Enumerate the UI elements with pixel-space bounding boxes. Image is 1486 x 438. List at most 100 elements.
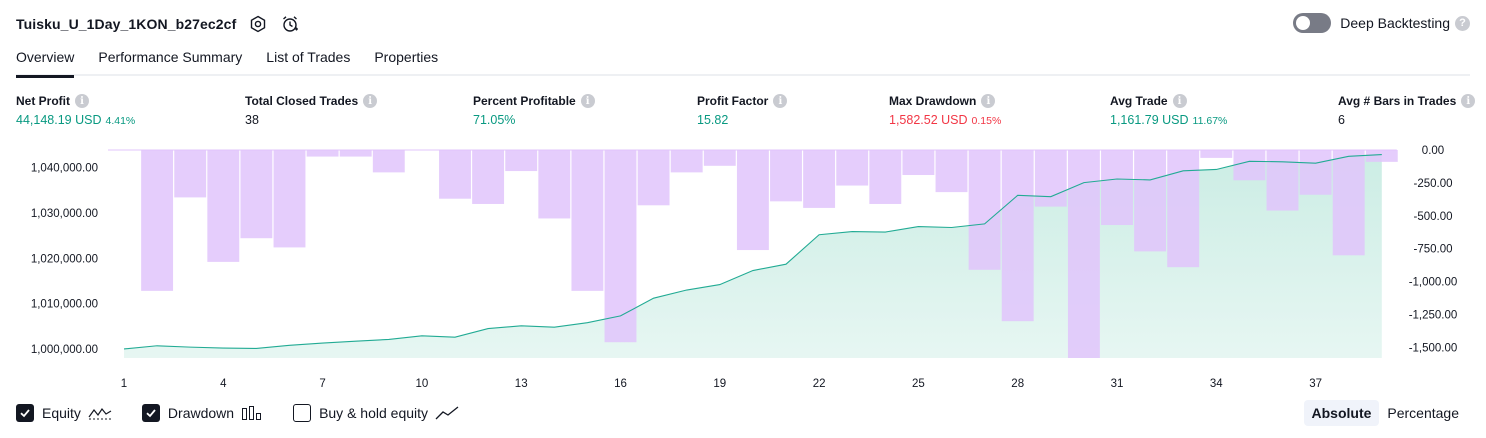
stat-label: Net Profit — [16, 94, 70, 108]
drawdown-bar — [571, 150, 604, 291]
legend-buy-hold-label: Buy & hold equity — [319, 405, 429, 421]
legend-drawdown-label: Drawdown — [167, 405, 235, 421]
drawdown-bar — [1365, 150, 1398, 162]
drawdown-bar — [472, 150, 505, 204]
chart-legend: Equity Drawdown Buy & hold equity — [16, 404, 489, 422]
drawdown-checkbox[interactable] — [141, 404, 160, 422]
stat-net-profit: Net Profit i 44,148.19 USD 4.41% — [16, 93, 135, 129]
drawdown-bar — [372, 150, 405, 173]
info-icon[interactable]: i — [1461, 94, 1476, 108]
equity-checkbox[interactable] — [16, 404, 34, 422]
drawdown-bar — [1067, 150, 1100, 358]
deep-backtesting-toggle[interactable] — [1293, 13, 1332, 33]
stat-percent: 4.41% — [105, 115, 136, 127]
stat-total-closed-trades: Total Closed Trades i 38 — [245, 93, 378, 129]
value-mode-switch: Absolute Percentage — [1303, 400, 1468, 426]
stat-label: Avg # Bars in Trades — [1338, 94, 1457, 108]
info-icon[interactable]: i — [1172, 94, 1187, 108]
stat-percent: 11.67% — [1192, 115, 1228, 127]
stat-value: 15.82 — [697, 113, 729, 127]
stat-percent-profitable: Percent Profitable i 71.05% — [473, 93, 595, 129]
drawdown-bar — [505, 150, 538, 172]
toggle-knob — [1296, 16, 1311, 30]
y-right-tick-label: -1,250.00 — [1409, 310, 1458, 322]
tab-performance-summary[interactable]: Performance Summary — [98, 49, 243, 65]
y-left-tick-label: 1,020,000.00 — [31, 253, 98, 265]
stats-row: Net Profit i 44,148.19 USD 4.41% Total Clo… — [0, 93, 1486, 133]
check-icon — [146, 409, 156, 418]
stat-label: Percent Profitable — [473, 94, 576, 108]
legend-drawdown[interactable]: Drawdown — [141, 404, 263, 422]
stat-label: Total Closed Trades — [245, 94, 359, 108]
stat-label: Max Drawdown — [889, 94, 977, 108]
equity-drawdown-chart[interactable]: 1,000,000.00 1,010,000.00 1,020,000.00 1,03… — [0, 140, 1486, 396]
x-tick-label: 28 — [1011, 378, 1024, 390]
percentage-button[interactable]: Percentage — [1387, 405, 1459, 421]
alert-clock-icon[interactable] — [280, 14, 300, 34]
drawdown-bar — [240, 150, 273, 239]
drawdown-bar — [1134, 150, 1167, 252]
drawdown-bar — [141, 150, 174, 291]
equity-line — [123, 153, 1382, 350]
x-tick-label: 4 — [220, 378, 227, 390]
report-tabs: Overview Performance Summary List of Tra… — [16, 46, 1470, 78]
info-icon[interactable]: i — [75, 94, 89, 108]
x-tick-label: 34 — [1210, 378, 1223, 390]
drawdown-bar — [770, 150, 802, 202]
info-icon[interactable]: i — [580, 94, 595, 108]
equity-line-icon — [88, 405, 112, 421]
settings-icon[interactable] — [248, 14, 268, 34]
absolute-button[interactable]: Absolute — [1303, 400, 1380, 426]
tab-overview[interactable]: Overview — [16, 46, 75, 78]
drawdown-bar — [670, 150, 703, 173]
stat-value: 44,148.19 USD — [16, 113, 102, 127]
legend-equity[interactable]: Equity — [16, 404, 112, 422]
stat-profit-factor: Profit Factor i 15.82 — [697, 93, 788, 129]
stat-value: 1,161.79 USD — [1110, 113, 1189, 127]
x-tick-label: 10 — [416, 378, 429, 390]
drawdown-bar — [1233, 150, 1266, 181]
x-tick-label: 37 — [1309, 378, 1322, 390]
drawdown-bar — [306, 150, 339, 157]
strategy-title: Tuisku_U_1Day_1KON_b27ec2cf — [16, 16, 237, 32]
drawdown-bar — [736, 150, 769, 251]
stat-value: 38 — [245, 113, 259, 127]
info-icon[interactable]: i — [773, 94, 788, 108]
legend-equity-label: Equity — [42, 405, 81, 421]
stat-label: Avg Trade — [1110, 94, 1168, 108]
y-right-tick-label: -1,500.00 — [1409, 342, 1458, 354]
y-left-tick-label: 1,040,000.00 — [31, 163, 98, 175]
drawdown-bar — [935, 150, 968, 193]
y-right-tick-label: -750.00 — [1413, 244, 1452, 256]
stat-label: Profit Factor — [697, 94, 769, 108]
info-icon[interactable]: i — [363, 94, 378, 108]
deep-backtesting-toggle-group: Deep Backtesting ? — [1293, 13, 1470, 33]
y-left-tick-label: 1,010,000.00 — [31, 299, 98, 311]
stat-avg-bars-in-trades: Avg # Bars in Trades i 6 — [1338, 93, 1476, 129]
legend-buy-hold[interactable]: Buy & hold equity — [293, 404, 459, 422]
y-right-tick-label: -1,000.00 — [1409, 277, 1458, 289]
info-icon[interactable]: i — [981, 94, 996, 108]
drawdown-bar — [604, 150, 637, 343]
drawdown-bar — [207, 150, 240, 262]
tab-list-of-trades[interactable]: List of Trades — [266, 49, 351, 65]
drawdown-bar — [1332, 150, 1365, 256]
drawdown-bar — [1266, 150, 1299, 211]
drawdown-bar — [1299, 150, 1332, 195]
tab-properties[interactable]: Properties — [374, 49, 439, 65]
x-tick-label: 22 — [813, 378, 826, 390]
x-tick-label: 16 — [614, 378, 627, 390]
y-right-tick-label: -500.00 — [1413, 211, 1452, 223]
deep-backtesting-label: Deep Backtesting — [1340, 15, 1450, 31]
x-tick-label: 25 — [912, 378, 925, 390]
equity-area — [124, 154, 1382, 358]
drawdown-bar — [803, 150, 836, 208]
drawdown-bar — [273, 150, 306, 248]
help-icon[interactable]: ? — [1455, 15, 1470, 31]
stat-value: 6 — [1338, 113, 1345, 127]
drawdown-bar — [174, 150, 207, 198]
drawdown-bar — [439, 150, 471, 199]
x-tick-label: 1 — [121, 378, 127, 390]
drawdown-bar — [1167, 150, 1200, 268]
buy-hold-checkbox[interactable] — [293, 404, 312, 422]
